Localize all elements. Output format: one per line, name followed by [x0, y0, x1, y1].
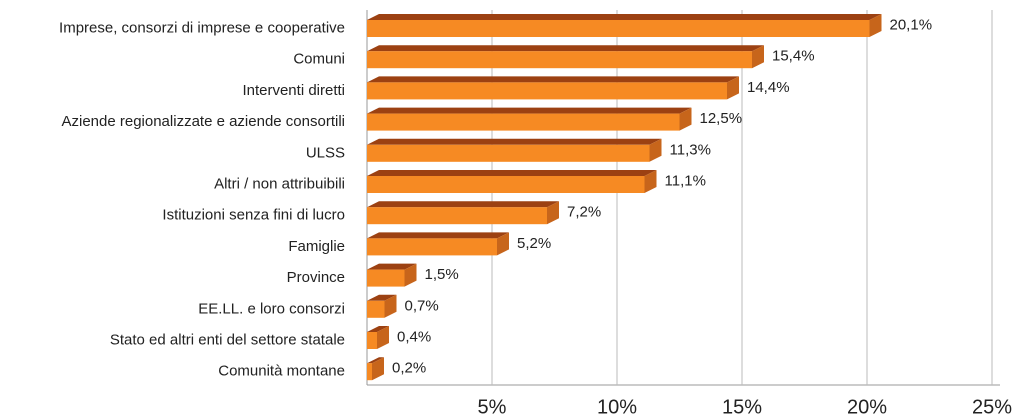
- bar-side: [869, 14, 882, 37]
- value-label: 5,2%: [517, 235, 551, 252]
- bar-top: [367, 263, 417, 270]
- x-tick-label: 20%: [847, 396, 887, 418]
- category-label: Interventi diretti: [242, 82, 345, 99]
- bar-side: [404, 263, 417, 287]
- value-label: 0,4%: [397, 328, 431, 345]
- category-label: EE.LL. e loro consorzi: [198, 300, 345, 317]
- bar: [367, 363, 372, 381]
- bar-side: [384, 294, 397, 318]
- bar-top: [367, 76, 739, 83]
- category-label: ULSS: [306, 144, 345, 161]
- category-label: Stato ed altri enti del settore statale: [110, 331, 345, 348]
- bar: [367, 300, 385, 318]
- bar-top: [367, 326, 389, 332]
- bar-side: [547, 201, 559, 225]
- category-label: Comuni: [293, 51, 345, 68]
- x-tick-label: 10%: [597, 396, 637, 418]
- bar: [367, 20, 870, 37]
- category-label: Comunità montane: [218, 363, 345, 380]
- category-label: Aziende regionalizzate e aziende consort…: [61, 113, 345, 130]
- bar: [367, 207, 547, 225]
- value-label: 1,5%: [425, 266, 459, 283]
- bar: [367, 332, 377, 349]
- bar-side: [372, 357, 384, 381]
- value-label: 0,2%: [392, 360, 426, 377]
- bar-top: [367, 357, 384, 364]
- bar-top: [367, 201, 559, 208]
- bar-side: [377, 326, 389, 349]
- value-label: 11,1%: [665, 172, 706, 189]
- value-label: 0,7%: [405, 297, 439, 314]
- bar: [367, 176, 645, 193]
- bar: [367, 269, 405, 287]
- value-label: 12,5%: [700, 110, 743, 127]
- bar-side: [497, 232, 509, 256]
- bar-side: [679, 107, 692, 131]
- bar: [367, 238, 497, 256]
- value-label: 14,4%: [747, 79, 790, 96]
- category-label: Istituzioni senza fini di lucro: [162, 207, 345, 224]
- bar-side: [727, 76, 739, 100]
- category-label: Province: [287, 269, 345, 286]
- bar-top: [367, 45, 764, 52]
- bar-top: [367, 107, 692, 114]
- x-tick-label: 5%: [478, 396, 507, 418]
- bar-top: [367, 14, 882, 20]
- bar-top: [367, 294, 397, 301]
- bar: [367, 51, 752, 69]
- bar-side: [644, 170, 657, 193]
- bar-top: [367, 232, 509, 239]
- bar: [367, 82, 727, 100]
- bar-side: [752, 45, 764, 69]
- value-label: 20,1%: [890, 16, 933, 33]
- bar-top: [367, 170, 657, 176]
- bar-side: [649, 138, 662, 162]
- category-label: Famiglie: [288, 238, 345, 255]
- bar: [367, 144, 650, 162]
- x-tick-label: 25%: [972, 396, 1012, 418]
- value-label: 11,3%: [670, 141, 711, 158]
- bar-top: [367, 138, 662, 145]
- bar: [367, 113, 680, 131]
- value-label: 15,4%: [772, 48, 815, 65]
- value-label: 7,2%: [567, 204, 601, 221]
- category-label: Imprese, consorzi di imprese e cooperati…: [59, 19, 345, 36]
- category-label: Altri / non attribuibili: [214, 175, 345, 192]
- x-tick-label: 15%: [722, 396, 762, 418]
